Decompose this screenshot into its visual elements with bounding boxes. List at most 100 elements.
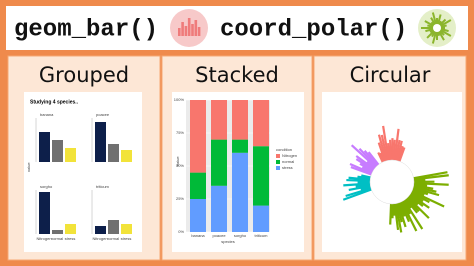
panel-title: Circular bbox=[350, 63, 431, 87]
ring bbox=[369, 159, 415, 205]
circular-card bbox=[322, 92, 462, 252]
bar bbox=[95, 226, 106, 234]
radial-bar bbox=[358, 148, 378, 168]
header-left: geom_bar() bbox=[14, 16, 158, 43]
facet-label: banana bbox=[40, 112, 54, 117]
bar-segment bbox=[253, 205, 269, 232]
radial-bar bbox=[401, 200, 412, 215]
radial-bar bbox=[402, 199, 424, 230]
legend-label: stress bbox=[282, 165, 293, 170]
radial-bar bbox=[410, 192, 424, 203]
legend-key bbox=[276, 160, 280, 164]
bar bbox=[39, 132, 50, 162]
bar bbox=[52, 140, 63, 162]
bar-segment bbox=[190, 199, 206, 232]
icon-bar bbox=[194, 20, 198, 36]
radial-bar bbox=[397, 202, 407, 228]
icon-bar bbox=[181, 22, 184, 36]
radial-bar bbox=[359, 162, 374, 173]
radial-bar bbox=[386, 142, 391, 161]
radial-bar bbox=[407, 195, 419, 206]
y-tick-label: 75% bbox=[176, 130, 184, 135]
x-label: normal bbox=[107, 236, 119, 241]
radial-bar bbox=[361, 174, 371, 179]
radial-bar bbox=[348, 176, 371, 181]
icon-bar bbox=[197, 27, 201, 36]
legend-label: Nitrogen bbox=[282, 153, 297, 158]
axis-label: value bbox=[175, 156, 180, 166]
radial-bar bbox=[396, 140, 403, 161]
radial-bar bbox=[399, 201, 411, 223]
radial-bar bbox=[411, 189, 425, 197]
chart-title: Studying 4 species.. bbox=[30, 99, 79, 105]
radial-bar bbox=[410, 191, 430, 204]
x-label: Nitrogen bbox=[92, 236, 107, 241]
radial-bar bbox=[413, 184, 434, 190]
bar bbox=[108, 144, 119, 162]
x-label: stress bbox=[121, 236, 132, 241]
radial-bar bbox=[355, 183, 371, 188]
bar-segment bbox=[190, 172, 206, 199]
radial-bar bbox=[393, 203, 400, 231]
radial-bar bbox=[408, 194, 424, 208]
radial-bar bbox=[361, 166, 373, 174]
radial-bar bbox=[357, 175, 371, 180]
radial-bar bbox=[409, 193, 430, 209]
bar-segment bbox=[211, 100, 227, 140]
bar-segment bbox=[211, 139, 227, 186]
panel-title: Grouped bbox=[39, 63, 129, 87]
radial-bar bbox=[392, 139, 396, 161]
header-bar bbox=[6, 6, 468, 50]
axis-label: species bbox=[221, 239, 235, 244]
radial-bar bbox=[345, 187, 372, 198]
radial-bar bbox=[366, 160, 376, 169]
bar-segment bbox=[253, 146, 269, 206]
bar-segment bbox=[190, 100, 206, 173]
bar bbox=[65, 148, 76, 162]
radial-bar bbox=[349, 162, 373, 175]
y-tick-label: 100% bbox=[174, 97, 185, 102]
y-tick-label: 0% bbox=[178, 229, 184, 234]
icon-bar bbox=[191, 24, 194, 36]
x-label: Nitrogen bbox=[36, 236, 51, 241]
radial-bar bbox=[367, 151, 380, 166]
radial-bar bbox=[396, 203, 403, 223]
radial-bar bbox=[363, 150, 379, 167]
radial-bar bbox=[377, 142, 387, 162]
header-right: coord_polar() bbox=[220, 16, 407, 43]
radial-bar bbox=[389, 203, 393, 225]
radial-bar bbox=[393, 128, 400, 161]
radial-bar bbox=[394, 203, 403, 233]
radial-bar bbox=[350, 166, 372, 176]
radial-bar bbox=[411, 190, 445, 208]
radial-bar bbox=[348, 184, 371, 192]
x-label: normal bbox=[51, 236, 63, 241]
radial-bar bbox=[406, 197, 420, 213]
legend-label: normal bbox=[282, 159, 294, 164]
facet-label: triticum bbox=[96, 184, 110, 189]
x-tick-label: poacee bbox=[212, 233, 226, 238]
x-tick-label: sorgho bbox=[234, 233, 247, 238]
bar bbox=[65, 224, 76, 234]
radial-bar bbox=[413, 171, 448, 180]
radial-bar bbox=[377, 152, 384, 163]
axis-label: value bbox=[26, 162, 31, 172]
x-tick-label: triticum bbox=[255, 233, 269, 238]
legend-key bbox=[276, 154, 280, 158]
radial-bar bbox=[413, 185, 437, 193]
radial-bar bbox=[413, 174, 449, 181]
radial-bar bbox=[380, 134, 389, 161]
icon-bar bbox=[184, 26, 188, 36]
panel-title: Stacked bbox=[195, 63, 279, 87]
bar-segment bbox=[253, 100, 269, 147]
radial-bar bbox=[355, 158, 375, 172]
bar bbox=[39, 192, 50, 234]
radial-bar bbox=[412, 186, 440, 197]
bar bbox=[95, 122, 106, 162]
radial-bar bbox=[346, 178, 371, 183]
legend-title: condition bbox=[276, 147, 292, 152]
radial-bar bbox=[406, 196, 430, 219]
bar bbox=[108, 220, 119, 234]
radial-bar bbox=[397, 145, 404, 162]
